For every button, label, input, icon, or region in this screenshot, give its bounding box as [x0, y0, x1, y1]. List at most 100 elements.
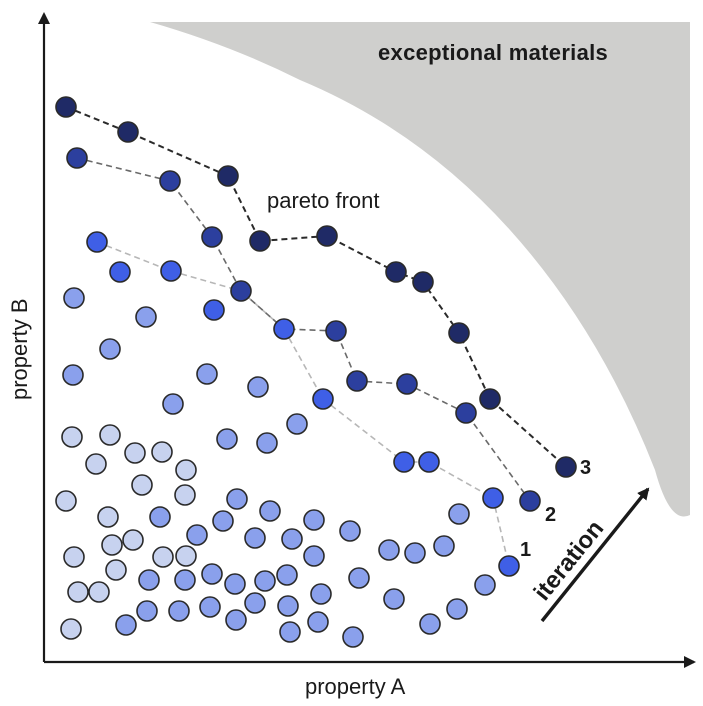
material-point — [325, 320, 347, 342]
material-point — [346, 370, 368, 392]
material-point — [122, 529, 144, 551]
iteration-arrow — [540, 487, 650, 623]
material-point — [342, 626, 364, 648]
pareto-front-1-line — [96, 241, 510, 567]
material-point — [339, 520, 361, 542]
material-point — [196, 363, 218, 385]
material-point — [404, 542, 426, 564]
material-point — [247, 376, 269, 398]
material-point — [244, 592, 266, 614]
material-point — [312, 388, 334, 410]
material-point — [230, 280, 252, 302]
material-point — [519, 490, 541, 512]
material-point — [412, 271, 434, 293]
material-point — [419, 613, 441, 635]
material-point — [433, 535, 455, 557]
material-point — [175, 459, 197, 481]
material-point — [85, 453, 107, 475]
x-axis-label: property A — [305, 674, 406, 699]
pareto-front-label: pareto front — [267, 188, 380, 213]
material-point — [555, 456, 577, 478]
material-point — [109, 261, 131, 283]
material-point — [455, 402, 477, 424]
candidate-materials — [55, 96, 577, 648]
material-point — [99, 338, 121, 360]
material-point — [67, 581, 89, 603]
material-point — [201, 563, 223, 585]
front-number-1: 1 — [520, 539, 531, 561]
material-point — [224, 573, 246, 595]
material-point — [199, 596, 221, 618]
material-point — [55, 490, 77, 512]
material-point — [212, 510, 234, 532]
material-point — [159, 170, 181, 192]
material-point — [131, 474, 153, 496]
material-point — [303, 545, 325, 567]
material-point — [97, 506, 119, 528]
material-point — [174, 569, 196, 591]
material-point — [168, 600, 190, 622]
y-axis-label: property B — [7, 299, 32, 401]
material-point — [88, 581, 110, 603]
material-point — [135, 306, 157, 328]
material-point — [474, 574, 496, 596]
material-point — [307, 611, 329, 633]
pareto-front-2-line — [76, 157, 531, 502]
material-point — [498, 555, 520, 577]
material-point — [152, 546, 174, 568]
material-point — [249, 230, 271, 252]
material-point — [378, 539, 400, 561]
exceptional-materials-region — [150, 22, 690, 517]
material-point — [175, 545, 197, 567]
material-point — [138, 569, 160, 591]
material-point — [62, 364, 84, 386]
material-point — [316, 225, 338, 247]
material-point — [448, 322, 470, 344]
material-point — [174, 484, 196, 506]
material-point — [226, 488, 248, 510]
material-point — [60, 618, 82, 640]
material-point — [149, 506, 171, 528]
material-point — [55, 96, 77, 118]
front-number-2: 2 — [545, 504, 556, 526]
material-point — [124, 442, 146, 464]
material-point — [383, 588, 405, 610]
material-point — [66, 147, 88, 169]
material-point — [117, 121, 139, 143]
material-point — [63, 546, 85, 568]
material-point — [448, 503, 470, 525]
material-point — [393, 451, 415, 473]
material-point — [160, 260, 182, 282]
material-point — [259, 500, 281, 522]
material-point — [115, 614, 137, 636]
material-point — [303, 509, 325, 531]
material-point — [217, 165, 239, 187]
pareto-front-3-line — [65, 106, 567, 468]
material-point — [385, 261, 407, 283]
material-point — [186, 524, 208, 546]
material-point — [254, 570, 276, 592]
material-point — [396, 373, 418, 395]
exceptional-materials-label: exceptional materials — [378, 40, 608, 65]
iteration-label: iteration — [529, 515, 610, 606]
material-point — [225, 609, 247, 631]
material-point — [201, 226, 223, 248]
material-point — [277, 595, 299, 617]
material-point — [99, 424, 121, 446]
material-point — [479, 388, 501, 410]
material-point — [446, 598, 468, 620]
front-number-3: 3 — [580, 457, 591, 479]
material-point — [136, 600, 158, 622]
material-point — [244, 527, 266, 549]
material-point — [86, 231, 108, 253]
material-point — [279, 621, 301, 643]
material-point — [276, 564, 298, 586]
material-point — [286, 413, 308, 435]
material-point — [101, 534, 123, 556]
material-point — [482, 487, 504, 509]
pareto-front-lines — [65, 106, 567, 567]
material-point — [61, 426, 83, 448]
material-point — [256, 432, 278, 454]
